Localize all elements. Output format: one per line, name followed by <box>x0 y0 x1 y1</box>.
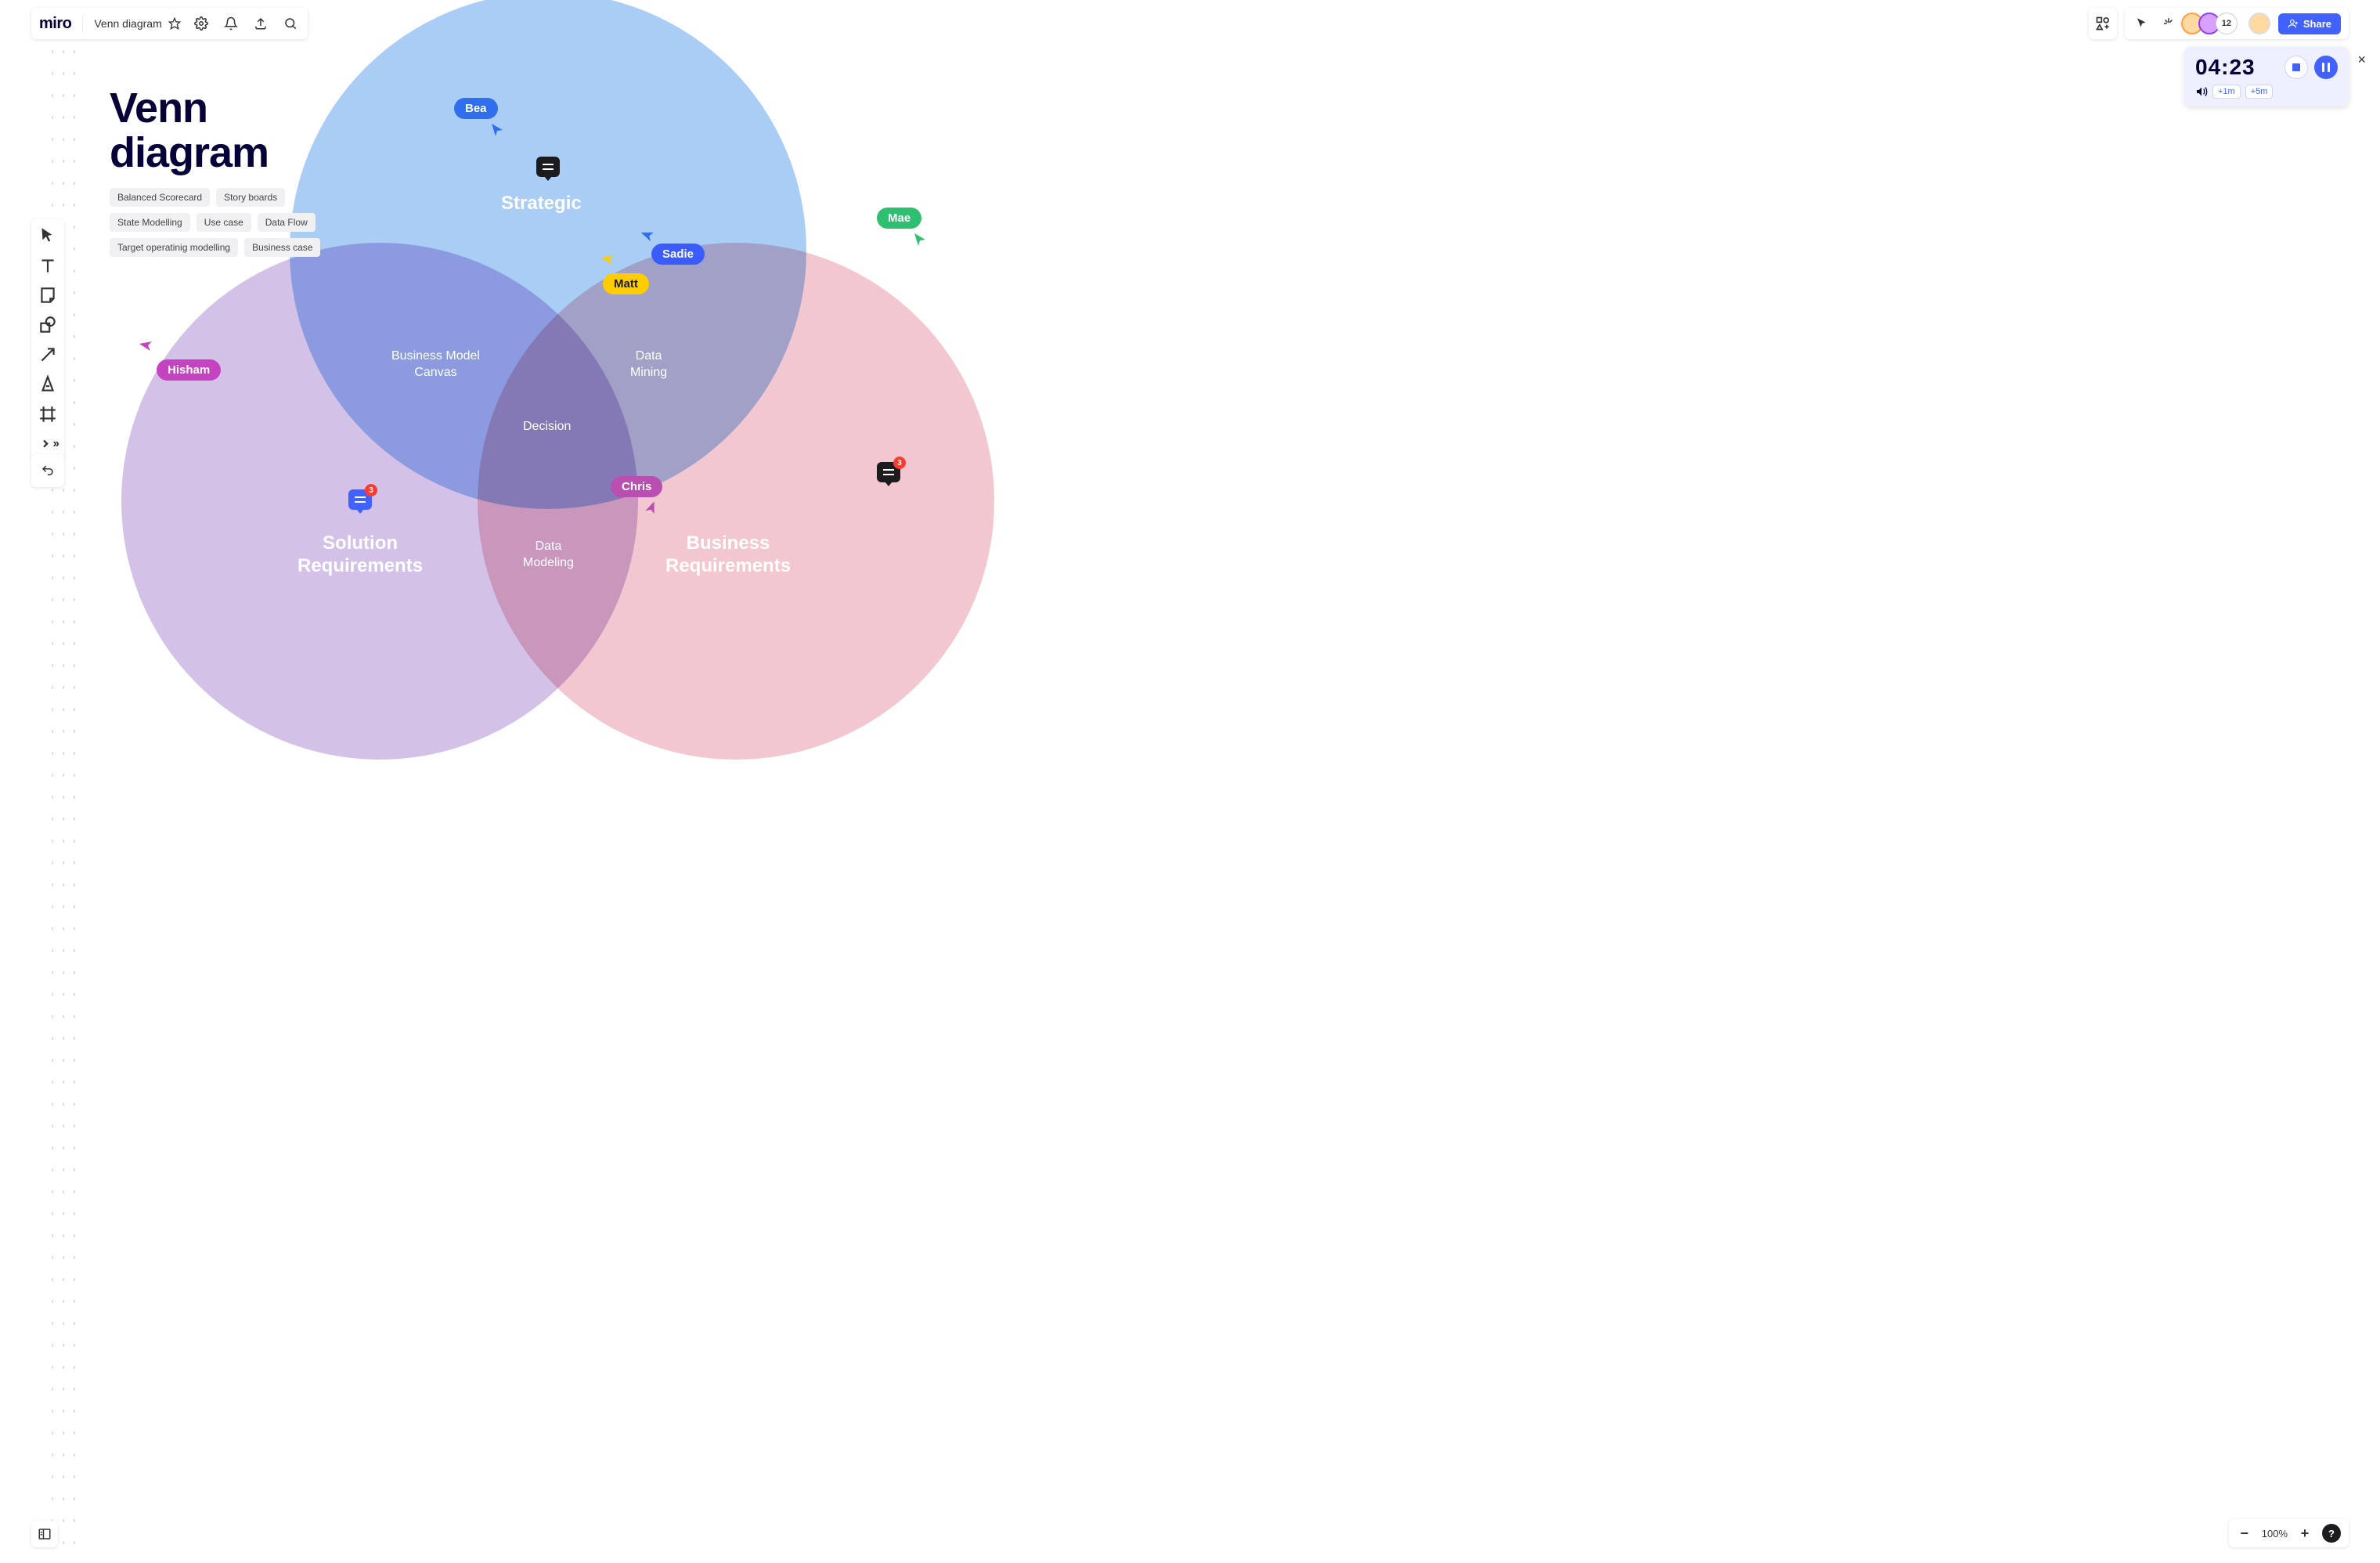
avatar-self[interactable] <box>2248 13 2270 34</box>
share-button[interactable]: Share <box>2278 13 2341 34</box>
avatar-overflow-count[interactable]: 12 <box>2216 13 2238 34</box>
cursor-label: Sadie <box>651 244 705 265</box>
cursor-label: Bea <box>454 98 498 119</box>
cursor-mae: Mae <box>877 208 928 251</box>
apps-button[interactable] <box>2089 8 2117 39</box>
cursor-sadie: Sadie <box>642 227 705 265</box>
tag-pill[interactable]: Balanced Scorecard <box>110 188 210 207</box>
more-tools[interactable]: ›› <box>38 434 58 454</box>
venn-intersection-top_right: DataMining <box>630 348 667 381</box>
cursor-mode-icon[interactable] <box>2133 14 2151 33</box>
venn-intersection-left_right: DataModeling <box>523 539 574 572</box>
board-title[interactable]: Venn diagram <box>94 17 180 30</box>
pen-tool[interactable] <box>38 374 58 395</box>
tag-pill[interactable]: Use case <box>197 213 251 232</box>
panel-toggle[interactable] <box>31 1521 58 1547</box>
zoom-controls: − 100% + ? <box>2229 1519 2349 1547</box>
cursor-pointer-icon <box>489 122 505 142</box>
timer-display: 04:23 <box>2195 55 2256 80</box>
bell-icon[interactable] <box>222 14 240 33</box>
cursor-label: Matt <box>603 273 649 294</box>
sound-icon[interactable] <box>2195 85 2208 98</box>
timer-add-1m[interactable]: +1m <box>2212 85 2241 99</box>
text-tool[interactable] <box>38 255 58 276</box>
timer-stop-button[interactable] <box>2284 56 2308 79</box>
cursor-chris: Chris <box>611 476 662 520</box>
tag-pill[interactable]: Business case <box>244 238 320 257</box>
zoom-in-button[interactable]: + <box>2297 1525 2313 1542</box>
venn-circle-right[interactable] <box>478 243 994 760</box>
star-icon[interactable] <box>168 17 181 30</box>
cursor-hisham: Hisham <box>141 337 221 381</box>
top-bar: miro Venn diagram 12 Share <box>31 8 2349 39</box>
cursor-label: Mae <box>877 208 921 229</box>
collaborator-avatars[interactable]: 12 <box>2186 13 2238 34</box>
tag-pill[interactable]: Story boards <box>216 188 285 207</box>
search-icon[interactable] <box>281 14 300 33</box>
tag-pill[interactable]: Target operatinig modelling <box>110 238 238 257</box>
reactions-icon[interactable] <box>2159 14 2178 33</box>
shape-tool[interactable] <box>38 315 58 335</box>
separator <box>82 15 83 32</box>
timer-add-5m[interactable]: +5m <box>2245 85 2274 99</box>
shapes-icon <box>2095 16 2111 31</box>
select-tool[interactable] <box>38 226 58 246</box>
cursor-label: Hisham <box>157 359 221 381</box>
board-info-card: miro Venn diagram <box>31 8 308 39</box>
collab-card: 12 Share <box>2125 8 2349 39</box>
cursor-label: Chris <box>611 476 662 497</box>
comment-bubble[interactable]: 3 <box>877 462 900 482</box>
zoom-percentage[interactable]: 100% <box>2262 1528 2288 1540</box>
help-button[interactable]: ? <box>2322 1524 2341 1543</box>
canvas[interactable]: Strategic SolutionRequirements BusinessReq… <box>0 0 2380 1563</box>
cursor-pointer-icon <box>912 232 928 251</box>
comment-badge: 3 <box>365 484 377 496</box>
venn-label-left: SolutionRequirements <box>298 532 423 578</box>
people-icon <box>2288 18 2299 29</box>
venn-label-top: Strategic <box>501 193 582 215</box>
zoom-out-button[interactable]: − <box>2237 1525 2252 1542</box>
undo-button[interactable] <box>31 454 64 487</box>
tag-list: Balanced Scorecard Story boards State Mode… <box>110 188 329 257</box>
venn-label-right: BusinessRequirements <box>665 532 791 578</box>
timer-pause-button[interactable] <box>2314 56 2338 79</box>
logo[interactable]: miro <box>39 15 71 33</box>
timer-panel: × 04:23 +1m +5m <box>2184 47 2349 106</box>
comment-badge: 3 <box>893 457 906 469</box>
comment-bubble[interactable] <box>536 157 560 177</box>
tag-pill[interactable]: State Modelling <box>110 213 190 232</box>
cursor-bea: Bea <box>454 98 505 142</box>
page-title: Venndiagram <box>110 86 269 175</box>
sticky-note-tool[interactable] <box>38 285 58 305</box>
venn-intersection-center: Decision <box>523 419 571 435</box>
cursor-matt: Matt <box>603 251 649 294</box>
export-icon[interactable] <box>251 14 270 33</box>
close-icon[interactable]: × <box>2357 52 2366 68</box>
side-toolbar: ›› <box>31 219 64 460</box>
comment-bubble[interactable]: 3 <box>348 489 372 510</box>
cursor-pointer-icon <box>637 499 662 522</box>
cursor-pointer-icon <box>136 334 160 359</box>
settings-icon[interactable] <box>192 14 211 33</box>
tag-pill[interactable]: Data Flow <box>258 213 316 232</box>
venn-intersection-top_left: Business ModelCanvas <box>391 348 480 381</box>
arrow-tool[interactable] <box>38 345 58 365</box>
frame-tool[interactable] <box>38 404 58 424</box>
